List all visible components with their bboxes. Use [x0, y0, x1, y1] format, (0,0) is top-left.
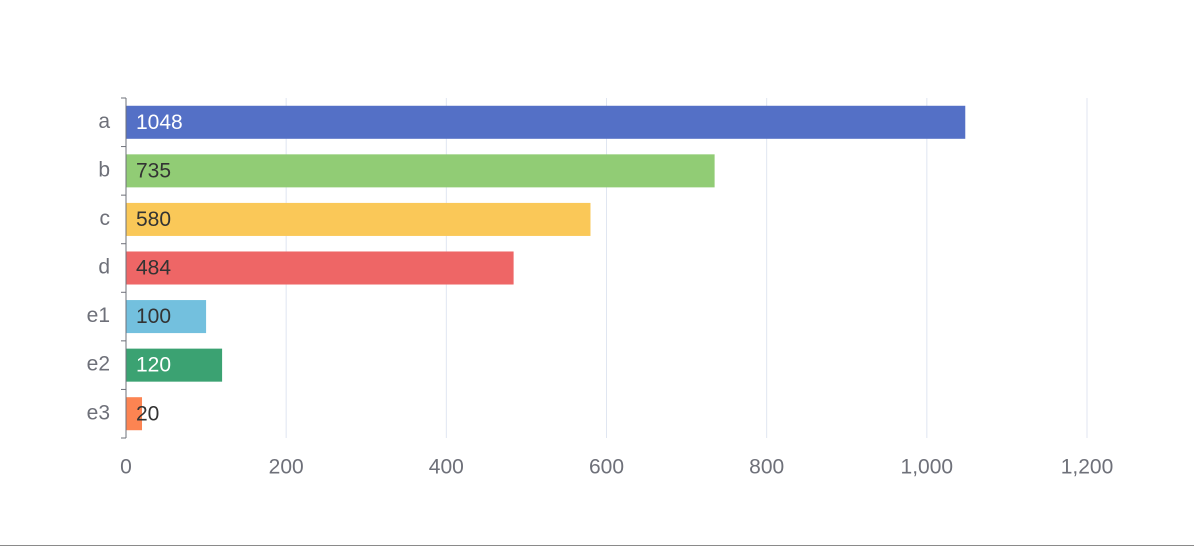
x-tick-label: 600 [589, 456, 624, 479]
y-tick-label: a [98, 110, 110, 133]
bar-b [126, 154, 715, 188]
data-label: 580 [136, 208, 171, 231]
data-label: 1048 [136, 111, 183, 134]
bar-a [126, 105, 966, 139]
y-tick-label: e1 [87, 304, 110, 327]
x-tick-label: 1,000 [901, 456, 954, 479]
bar-c [126, 202, 591, 236]
bar-e2 [126, 348, 223, 382]
data-label: 735 [136, 159, 171, 182]
bar-e1 [126, 300, 207, 334]
y-tick-label: c [100, 207, 111, 230]
x-tick-label: 1,200 [1061, 456, 1114, 479]
x-tick-label: 0 [120, 456, 132, 479]
x-tick-label: 200 [269, 456, 304, 479]
data-label: 20 [136, 402, 159, 425]
bar-d [126, 251, 514, 285]
y-tick-label: e3 [87, 401, 110, 424]
data-label: 484 [136, 257, 171, 280]
data-label: 120 [136, 354, 171, 377]
x-tick-label: 800 [749, 456, 784, 479]
y-tick-label: b [98, 158, 110, 181]
y-tick-label: d [98, 256, 110, 279]
bar-e3 [126, 397, 143, 431]
x-tick-label: 400 [429, 456, 464, 479]
data-label: 100 [136, 305, 171, 328]
y-tick-label: e2 [87, 353, 110, 376]
